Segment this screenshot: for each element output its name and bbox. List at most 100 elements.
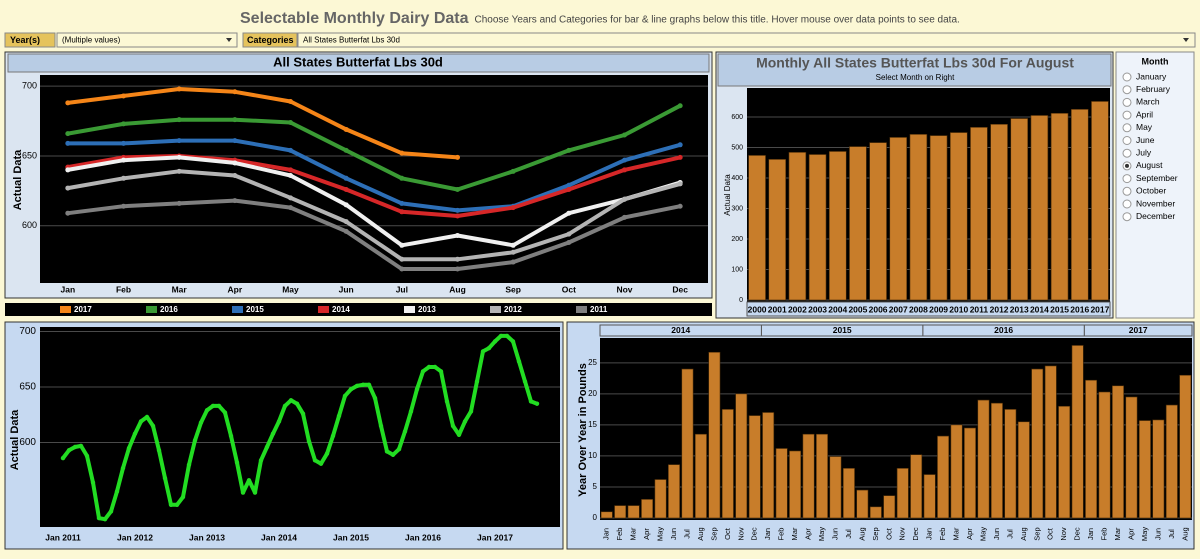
point [510, 242, 516, 248]
radio-label: August [1136, 160, 1163, 170]
point [294, 401, 300, 406]
point [432, 364, 438, 370]
line [65, 155, 683, 248]
point [84, 453, 90, 459]
x-tick-label: Jul [844, 529, 853, 539]
x-tick-label: Jan 2013 [189, 532, 225, 542]
radio-label: January [1136, 71, 1167, 81]
bar [964, 427, 976, 519]
x-tick-label: 2008 [909, 304, 928, 314]
x-tick-label: 2009 [929, 304, 948, 314]
dropdown[interactable] [297, 32, 1196, 48]
point [232, 198, 238, 204]
y-tick-label: 0 [593, 513, 598, 522]
point [677, 154, 683, 160]
point [622, 167, 627, 173]
point [198, 420, 204, 425]
bar [802, 433, 815, 519]
point [270, 431, 276, 436]
radio[interactable] [1122, 199, 1132, 209]
point [121, 93, 126, 99]
radio[interactable] [1122, 123, 1132, 133]
y-axis-label: Actual Data [9, 409, 21, 470]
point [516, 359, 522, 364]
dropdown-value: All States Butterfat Lbs 30d [303, 36, 400, 45]
point [65, 100, 71, 106]
bar [1070, 109, 1089, 301]
radio[interactable] [1122, 212, 1132, 222]
x-tick-label: Jan [763, 528, 772, 540]
legend-swatch [146, 306, 157, 313]
group-label: 2014 [671, 325, 690, 335]
point [336, 413, 342, 419]
panel-header [7, 53, 710, 73]
point [288, 99, 293, 105]
chart-title: All States Butterfat Lbs 30d [273, 54, 443, 69]
radio[interactable] [1122, 72, 1132, 82]
bar [828, 151, 847, 301]
point [492, 339, 498, 344]
x-tick-label: Jan [1086, 528, 1095, 540]
point [566, 231, 572, 237]
point [677, 203, 683, 209]
radio[interactable] [1122, 186, 1132, 196]
bar [849, 146, 867, 301]
point [399, 266, 405, 272]
x-tick-label: Apr [642, 528, 651, 540]
point [216, 403, 222, 409]
line [65, 169, 683, 262]
bar [1010, 118, 1029, 301]
x-tick-label: Jun [830, 528, 839, 540]
radio-label: July [1136, 147, 1152, 157]
radio[interactable] [1122, 85, 1132, 95]
point [288, 147, 293, 153]
radio[interactable] [1122, 110, 1132, 120]
legend-label: 2014 [332, 305, 350, 314]
bar [896, 468, 909, 519]
radio[interactable] [1122, 174, 1132, 184]
x-tick-label: Dec [911, 527, 920, 541]
x-tick-label: Jul [1005, 529, 1014, 539]
bar [950, 424, 963, 519]
bar [735, 393, 748, 519]
radio[interactable] [1122, 136, 1132, 145]
x-tick-label: Oct [1046, 527, 1055, 540]
point [474, 379, 480, 384]
page-subtitle: Choose Years and Categories for bar & li… [475, 15, 960, 26]
point [420, 369, 426, 374]
point [162, 475, 168, 481]
point [126, 445, 132, 451]
filter-label: Year(s) [10, 35, 40, 45]
y-axis-label: Year Over Year in Pounds [577, 363, 589, 497]
radio-label: November [1136, 198, 1175, 208]
point [120, 465, 126, 471]
bar [1165, 404, 1178, 519]
filter-label-box [242, 32, 298, 48]
dropdown[interactable] [56, 32, 238, 48]
bar [681, 368, 694, 519]
point [288, 167, 293, 173]
x-tick-label: 2017 [1090, 304, 1109, 314]
point [510, 339, 516, 344]
point [288, 398, 294, 403]
x-tick-label: Feb [615, 528, 624, 541]
point [90, 480, 96, 485]
y-axis-label: Actual Data [723, 174, 732, 216]
point [343, 126, 349, 132]
point [384, 449, 390, 454]
x-tick-label: Mar [790, 527, 799, 540]
x-tick-label: Jun [669, 528, 678, 540]
y-tick-label: 400 [731, 175, 743, 182]
x-tick-label: Jul [396, 284, 408, 294]
radio[interactable] [1122, 97, 1132, 107]
point [566, 182, 572, 188]
point [176, 138, 182, 144]
point [455, 207, 460, 213]
x-tick-label: Mar [1113, 527, 1122, 540]
line [65, 103, 683, 192]
y-tick-label: 600 [22, 220, 37, 230]
y-tick-label: 20 [588, 389, 597, 398]
point [232, 117, 238, 123]
radio[interactable] [1122, 148, 1132, 158]
point [65, 210, 71, 216]
